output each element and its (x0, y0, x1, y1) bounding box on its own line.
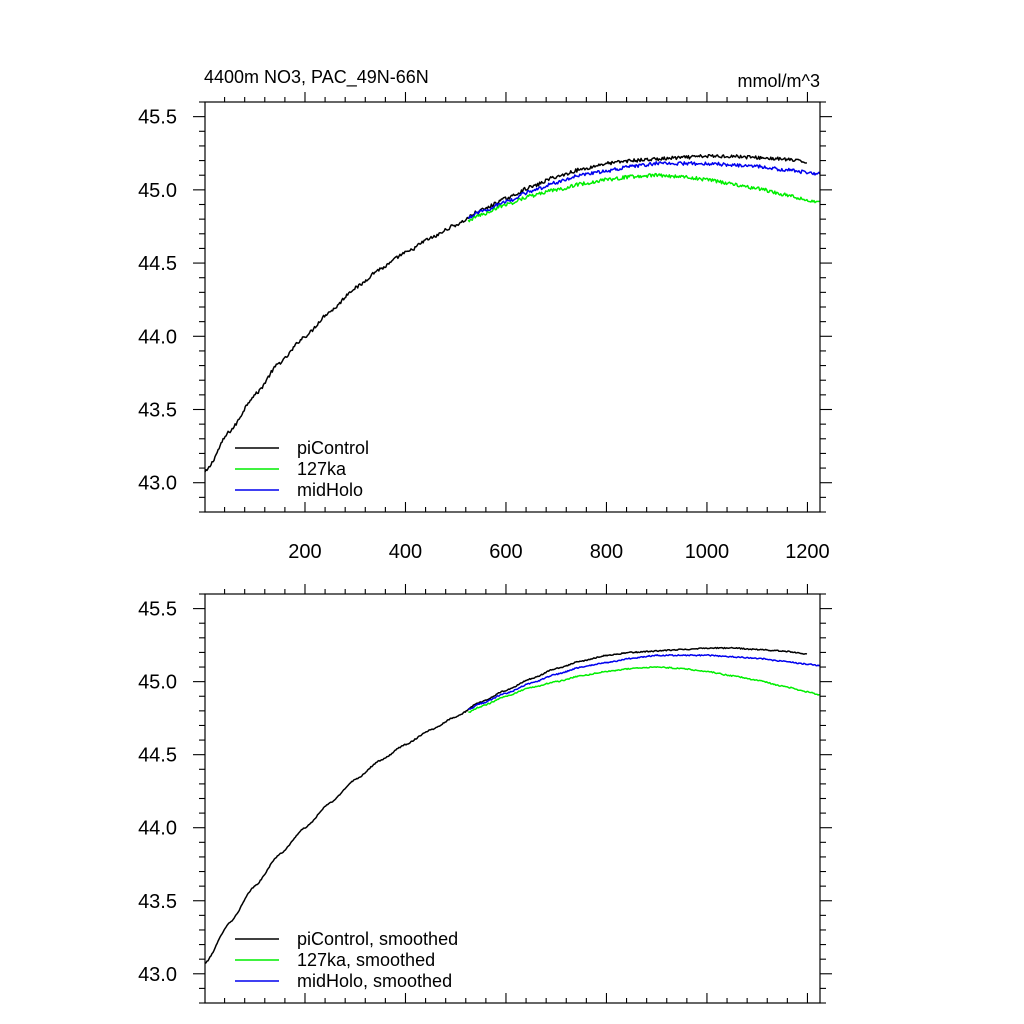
legend-label: 127ka, smoothed (297, 950, 435, 970)
chart-title: 4400m NO3, PAC_49N-66N (204, 67, 429, 88)
series-line-3 (468, 654, 821, 710)
y-tick-label: 43.5 (138, 400, 177, 422)
bottom-panel: 43.0 43.5 44.0 44.5 45.0 45.5 piControl, smoo… (138, 584, 832, 1004)
legend-label: midHolo, smoothed (297, 971, 452, 991)
y-tick-label: 44.0 (138, 326, 177, 348)
y-tick-label: 44.5 (138, 745, 177, 767)
y-tick-label: 44.5 (138, 253, 177, 275)
x-tick-label: 1000 (685, 541, 730, 563)
y-tick-label: 45.0 (138, 180, 177, 202)
x-tick-label: 800 (590, 541, 623, 563)
y-tick-label: 44.0 (138, 818, 177, 840)
y-tick-label: 45.0 (138, 672, 177, 694)
series-line-3 (467, 161, 821, 219)
legend-label: piControl (297, 438, 369, 458)
y-tick-label: 43.0 (138, 473, 177, 495)
x-tick-label: 200 (288, 541, 321, 563)
series-line-2 (467, 172, 821, 223)
series-line-1 (204, 646, 808, 965)
legend-label: midHolo (297, 480, 363, 500)
series-line-2 (468, 666, 821, 713)
legend-label: piControl, smoothed (297, 929, 458, 949)
top-panel: 4400m NO3, PAC_49N-66N mmol/m^3 200 400 60… (138, 67, 832, 563)
x-tick-label: 1200 (785, 541, 830, 563)
y-tick-label: 45.5 (138, 599, 177, 621)
y-tick-label: 45.5 (138, 107, 177, 129)
plot-frame (204, 593, 821, 1004)
y-tick-label: 43.5 (138, 891, 177, 913)
units-label: mmol/m^3 (738, 71, 820, 91)
y-tick-label: 43.0 (138, 964, 177, 986)
plot-frame (204, 101, 821, 513)
legend-label: 127ka (297, 459, 347, 479)
x-tick-label: 400 (389, 541, 422, 563)
series-line-1 (204, 154, 807, 473)
x-tick-label: 600 (489, 541, 522, 563)
